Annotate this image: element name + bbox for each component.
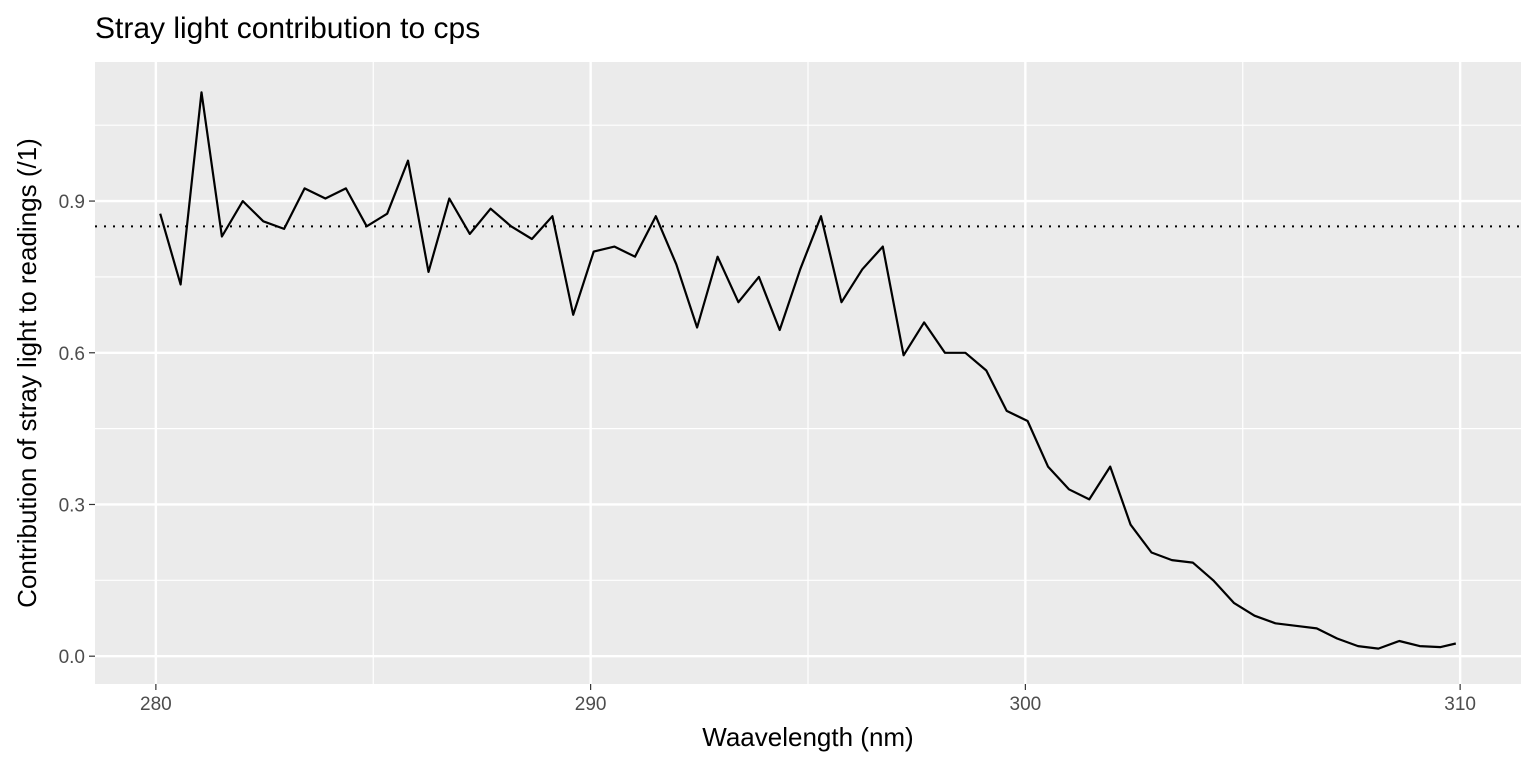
x-axis-ticks: 280 290 300 310 [140, 684, 1476, 715]
y-axis-title: Contribution of stray light to readings … [12, 138, 42, 608]
series-line [159, 91, 1457, 650]
y-tick-label: 0.9 [59, 192, 85, 213]
y-tick-label: 0.6 [59, 344, 85, 365]
x-tick-label: 300 [1010, 694, 1042, 715]
y-tick-label: 0.3 [59, 495, 85, 516]
y-tick-label: 0.0 [59, 647, 85, 668]
x-tick-label: 310 [1444, 694, 1476, 715]
x-tick-label: 280 [140, 694, 172, 715]
chart-title: Stray light contribution to cps [95, 12, 480, 45]
y-axis-ticks: 0.0 0.3 0.6 0.9 [59, 192, 95, 668]
x-axis-title: Waavelength (nm) [702, 722, 913, 752]
grid-minor [95, 62, 1521, 684]
x-tick-label: 290 [575, 694, 607, 715]
grid-major [95, 62, 1521, 684]
